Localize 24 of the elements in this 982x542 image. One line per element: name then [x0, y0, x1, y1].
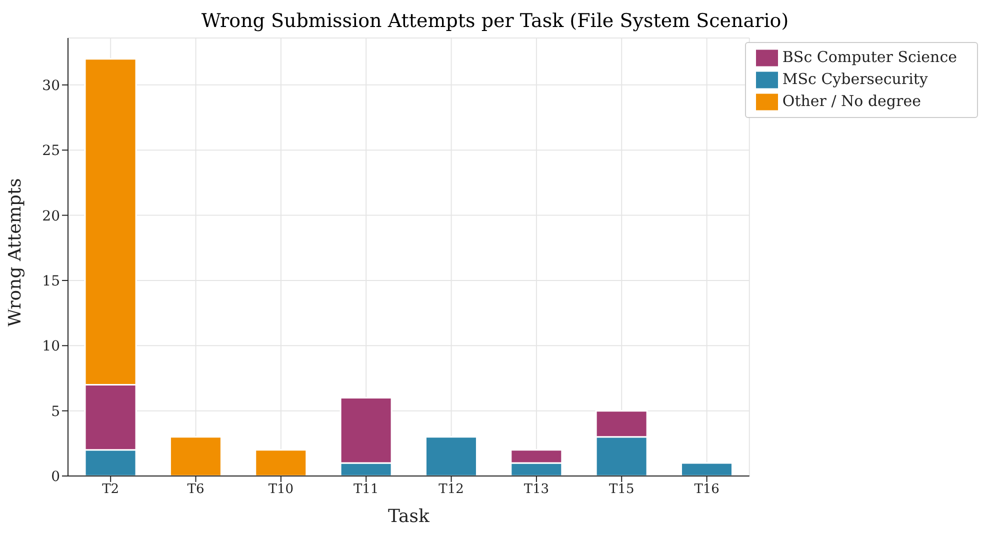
legend-label: BSc Computer Science [782, 48, 957, 66]
x-tick-label: T2 [102, 482, 120, 498]
y-tick-label: 5 [51, 404, 60, 420]
bar [169, 436, 222, 476]
y-tick-label: 30 [42, 78, 60, 94]
x-tick-label: T10 [268, 482, 294, 498]
x-tick-label: T11 [354, 482, 379, 498]
x-tick-label: T6 [187, 482, 204, 498]
bar [424, 436, 478, 476]
bar [254, 449, 308, 476]
x-tick-label: T13 [524, 482, 550, 498]
y-tick-label: 15 [42, 273, 60, 290]
bar [680, 462, 733, 476]
y-tick-label: 0 [51, 468, 60, 485]
y-tick-label: 25 [42, 143, 60, 160]
x-tick-label: T12 [438, 482, 464, 498]
x-axis-title: Task [388, 506, 431, 527]
legend-label: MSc Cybersecurity [782, 70, 928, 88]
x-tick-label: T16 [694, 482, 720, 498]
legend-label: Other / No degree [782, 92, 921, 110]
y-tick-label: 20 [42, 208, 60, 224]
y-tick-label: 10 [42, 338, 60, 355]
x-tick-label: T15 [609, 482, 634, 498]
chart-title: Wrong Submission Attempts per Task (File System Scenario) [200, 9, 790, 34]
